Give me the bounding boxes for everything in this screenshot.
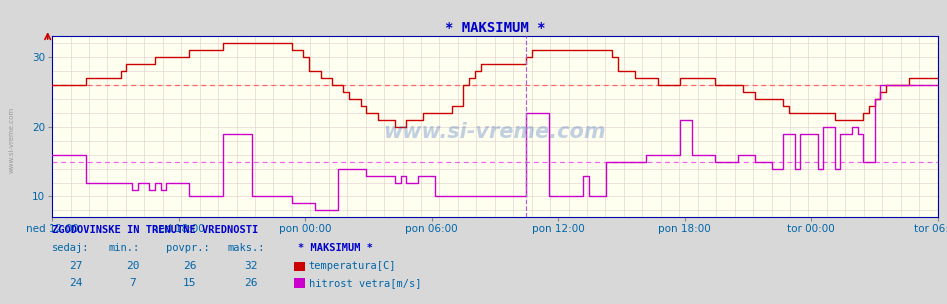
Text: sedaj:: sedaj:	[52, 243, 90, 253]
Text: min.:: min.:	[109, 243, 140, 253]
Text: 27: 27	[69, 261, 82, 271]
Text: temperatura[C]: temperatura[C]	[309, 261, 396, 271]
Text: www.si-vreme.com: www.si-vreme.com	[384, 122, 606, 142]
Text: 7: 7	[129, 278, 136, 288]
Text: 24: 24	[69, 278, 82, 288]
Text: hitrost vetra[m/s]: hitrost vetra[m/s]	[309, 278, 421, 288]
Text: ZGODOVINSKE IN TRENUTNE VREDNOSTI: ZGODOVINSKE IN TRENUTNE VREDNOSTI	[52, 225, 259, 235]
Title: * MAKSIMUM *: * MAKSIMUM *	[444, 21, 545, 35]
Text: 15: 15	[183, 278, 196, 288]
Text: * MAKSIMUM *: * MAKSIMUM *	[298, 243, 373, 253]
Text: www.si-vreme.com: www.si-vreme.com	[9, 107, 14, 173]
Text: povpr.:: povpr.:	[166, 243, 209, 253]
Text: 26: 26	[244, 278, 258, 288]
Text: 32: 32	[244, 261, 258, 271]
Text: maks.:: maks.:	[227, 243, 265, 253]
Text: 20: 20	[126, 261, 139, 271]
Text: 26: 26	[183, 261, 196, 271]
